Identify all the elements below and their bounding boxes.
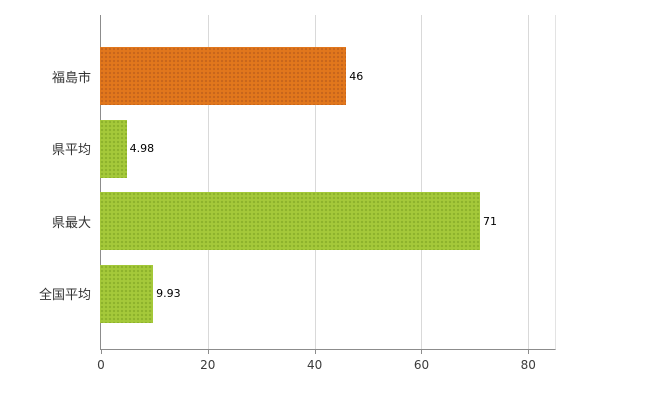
x-tick-mark — [207, 349, 209, 354]
gridline — [421, 15, 423, 349]
value-label: 46 — [349, 69, 364, 83]
x-tick-mark — [101, 349, 102, 354]
gridline — [528, 15, 530, 349]
x-tick-mark — [528, 349, 530, 354]
category-label: 全国平均 — [38, 288, 91, 304]
bar-track: 9.93 — [100, 264, 555, 323]
bar-rows: 福島市 46 県平均 4.98 県最大 71 全国平均 9.93 — [0, 15, 555, 350]
x-tick-label: 20 — [200, 358, 216, 372]
x-tick-label: 40 — [307, 358, 323, 372]
plot-area: 0 20 40 60 80 — [97, 15, 556, 372]
bar-row: 県平均 4.98 — [0, 113, 555, 186]
value-label: 4.98 — [129, 142, 155, 156]
x-tick-label: 0 — [97, 358, 105, 372]
x-tick-label: 60 — [413, 358, 430, 372]
bar-row: 県最大 71 — [0, 185, 555, 258]
bar[interactable] — [100, 264, 154, 323]
bar-track: 46 — [100, 47, 555, 106]
bar[interactable] — [100, 119, 127, 178]
gridline — [207, 15, 209, 349]
x-tick-label: 80 — [520, 358, 536, 372]
bar[interactable] — [100, 47, 347, 106]
value-label: 9.93 — [156, 287, 181, 301]
bar-row: 全国平均 9.93 — [0, 258, 555, 331]
category-label: 県最大 — [51, 215, 91, 231]
category-label: 福島市 — [51, 70, 91, 86]
category-label: 県平均 — [51, 143, 91, 159]
gridline — [314, 15, 316, 349]
x-tick-mark — [421, 349, 423, 354]
x-tick-mark — [314, 349, 316, 354]
bar-track: 71 — [100, 192, 555, 251]
bar-track: 4.98 — [100, 119, 555, 178]
value-label: 71 — [483, 214, 498, 228]
bar[interactable] — [100, 192, 481, 251]
bar-row: 福島市 46 — [0, 40, 555, 113]
